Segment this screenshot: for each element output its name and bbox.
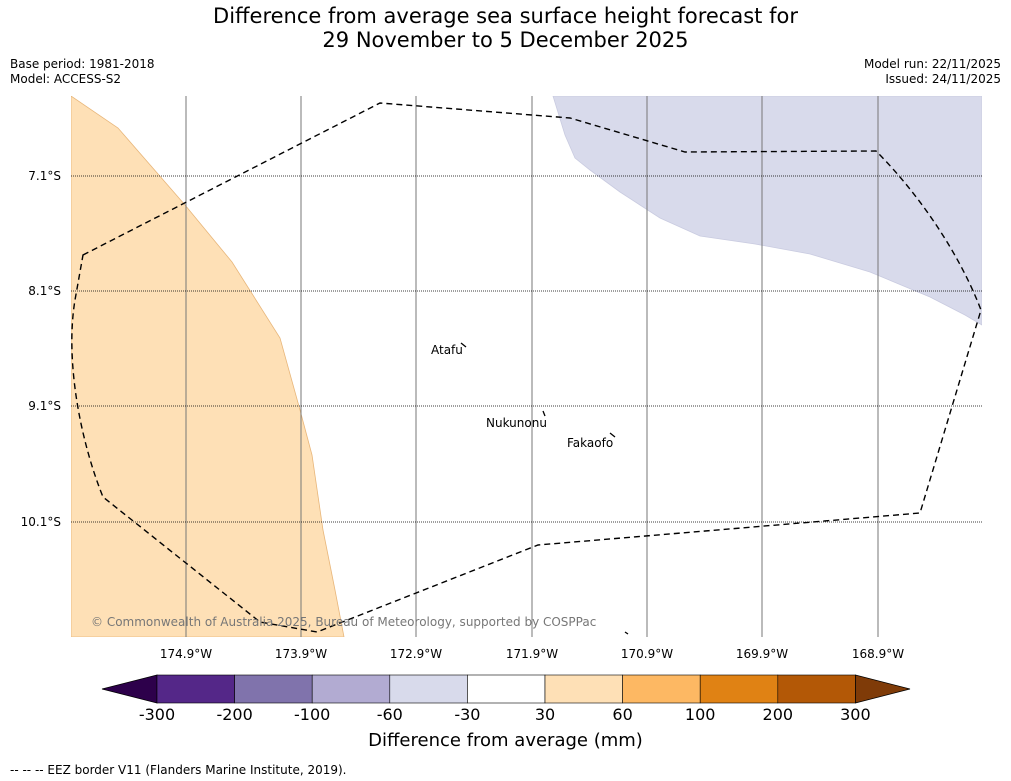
model-run: Model run: 22/11/2025 [863, 57, 1001, 71]
lon-label-3: 172.9°W [389, 647, 443, 661]
lon-label-5: 170.9°W [620, 647, 674, 661]
model-info: Base period: 1981-2018 Model: ACCESS-S2 [10, 57, 155, 87]
meridians [185, 96, 879, 637]
colorbar-tick-label: -200 [216, 705, 253, 724]
colorbar-tick-label: -300 [138, 705, 176, 724]
run-info: Model run: 22/11/2025 Issued: 24/11/2025 [864, 57, 1001, 87]
colorbar-tick-label: 300 [840, 705, 871, 724]
colorbar-title: Difference from average (mm) [368, 730, 643, 751]
eez-border [71, 102, 982, 633]
negative-anomaly-northeast [552, 96, 982, 326]
title-line-1: Difference from average sea surface heig… [213, 4, 798, 28]
colorbar-tick-label: -30 [454, 705, 481, 724]
lat-label-1: 7.1°S [28, 169, 61, 183]
colorbar-tick-label: -100 [294, 705, 331, 724]
lat-label-3: 9.1°S [28, 399, 61, 413]
title-line-2: 29 November to 5 December 2025 [322, 28, 689, 52]
colorbar-tick-label: 30 [534, 705, 556, 724]
lon-label-2: 173.9°W [274, 647, 328, 661]
lon-label-6: 169.9°W [735, 647, 789, 661]
chart-title: Difference from average sea surface heig… [0, 4, 1011, 52]
colorbar-tick-label: 100 [684, 705, 716, 724]
base-period: Base period: 1981-2018 [10, 57, 155, 71]
place-fakaofo: Fakaofo [567, 436, 614, 450]
lon-label-7: 168.9°W [851, 647, 905, 661]
colorbar-tick-label: 60 [612, 705, 633, 724]
footer-eez-note: -- -- -- EEZ border V11 (Flanders Marine… [10, 763, 347, 777]
colorbar-tick-label: -60 [376, 705, 403, 724]
colorbar-tick-label: 200 [762, 705, 794, 724]
lat-label-2: 8.1°S [28, 284, 61, 298]
atoll-marks [460, 342, 629, 635]
place-nukunonu: Nukunonu [486, 416, 547, 430]
lon-label-1: 174.9°W [159, 647, 213, 661]
lon-label-4: 171.9°W [505, 647, 559, 661]
model-name: Model: ACCESS-S2 [10, 72, 122, 86]
copyright-text: © Commonwealth of Australia 2025, Bureau… [91, 615, 597, 629]
lat-label-4: 10.1°S [20, 515, 61, 529]
issued-date: Issued: 24/11/2025 [885, 72, 1001, 86]
positive-anomaly-west [71, 96, 345, 637]
map-area [71, 96, 982, 637]
place-atafu: Atafu [431, 343, 463, 357]
